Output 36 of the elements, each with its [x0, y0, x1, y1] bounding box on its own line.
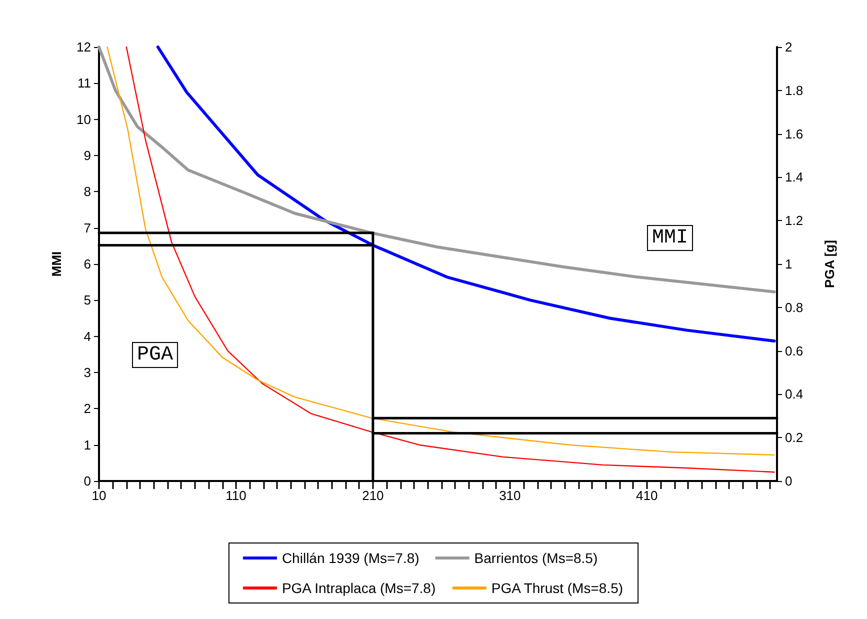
y2-tick-label: 1.6 [785, 126, 804, 142]
y2-tick-label: 1.8 [785, 82, 804, 98]
y-tick-label: 12 [76, 40, 91, 54]
y-tick-label: 5 [84, 292, 91, 308]
x-tick-label: 210 [362, 488, 384, 503]
y-axis-title: MMI [49, 251, 64, 277]
y2-tick-label: 0.2 [785, 430, 804, 446]
y2-tick-label: 1.2 [785, 213, 804, 228]
y-tick-label: 2 [84, 401, 91, 416]
annotation: MMI [652, 226, 688, 250]
y2-tick-label: 0.4 [785, 386, 804, 402]
y-tick-label: 9 [84, 148, 91, 163]
y2-tick-label: 0.6 [785, 343, 804, 358]
legend-label: PGA Intraplaca (Ms=7.8) [282, 580, 436, 596]
y-tick-label: 3 [84, 365, 91, 380]
y-tick-label: 1 [84, 437, 91, 452]
y2-tick-label: 1.4 [785, 170, 804, 185]
y2-tick-label: 2 [785, 40, 792, 54]
y-tick-label: 4 [84, 328, 91, 344]
legend-label: Barrientos (Ms=8.5) [474, 550, 598, 566]
y-tick-label: 10 [76, 112, 91, 127]
annotation: PGA [136, 344, 174, 366]
y2-tick-label: 0 [785, 474, 792, 488]
x-tick-label: 110 [226, 488, 246, 503]
legend-label: PGA Thrust (Ms=8.5) [491, 580, 624, 596]
y-tick-label: 8 [84, 184, 91, 200]
x-tick-label: 410 [636, 488, 658, 503]
y-tick-label: 11 [78, 76, 91, 91]
y-tick-label: 0 [84, 474, 91, 488]
x-tick-label: 310 [499, 488, 521, 503]
y2-axis-title: PGA [g] [822, 240, 837, 288]
y-tick-label: 6 [84, 256, 91, 272]
y-tick-label: 7 [84, 220, 91, 236]
y2-tick-label: 0.8 [785, 300, 804, 315]
y2-tick-label: 1 [785, 256, 792, 272]
legend-label: Chillán 1939 (Ms=7.8) [282, 550, 420, 566]
